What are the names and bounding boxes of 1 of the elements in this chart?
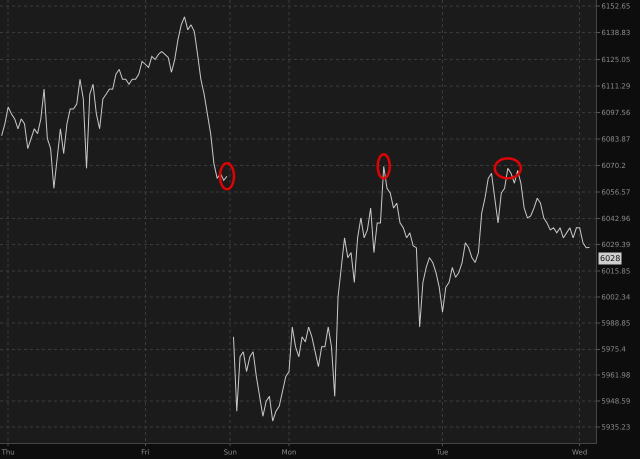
text: 6028: [600, 254, 620, 263]
